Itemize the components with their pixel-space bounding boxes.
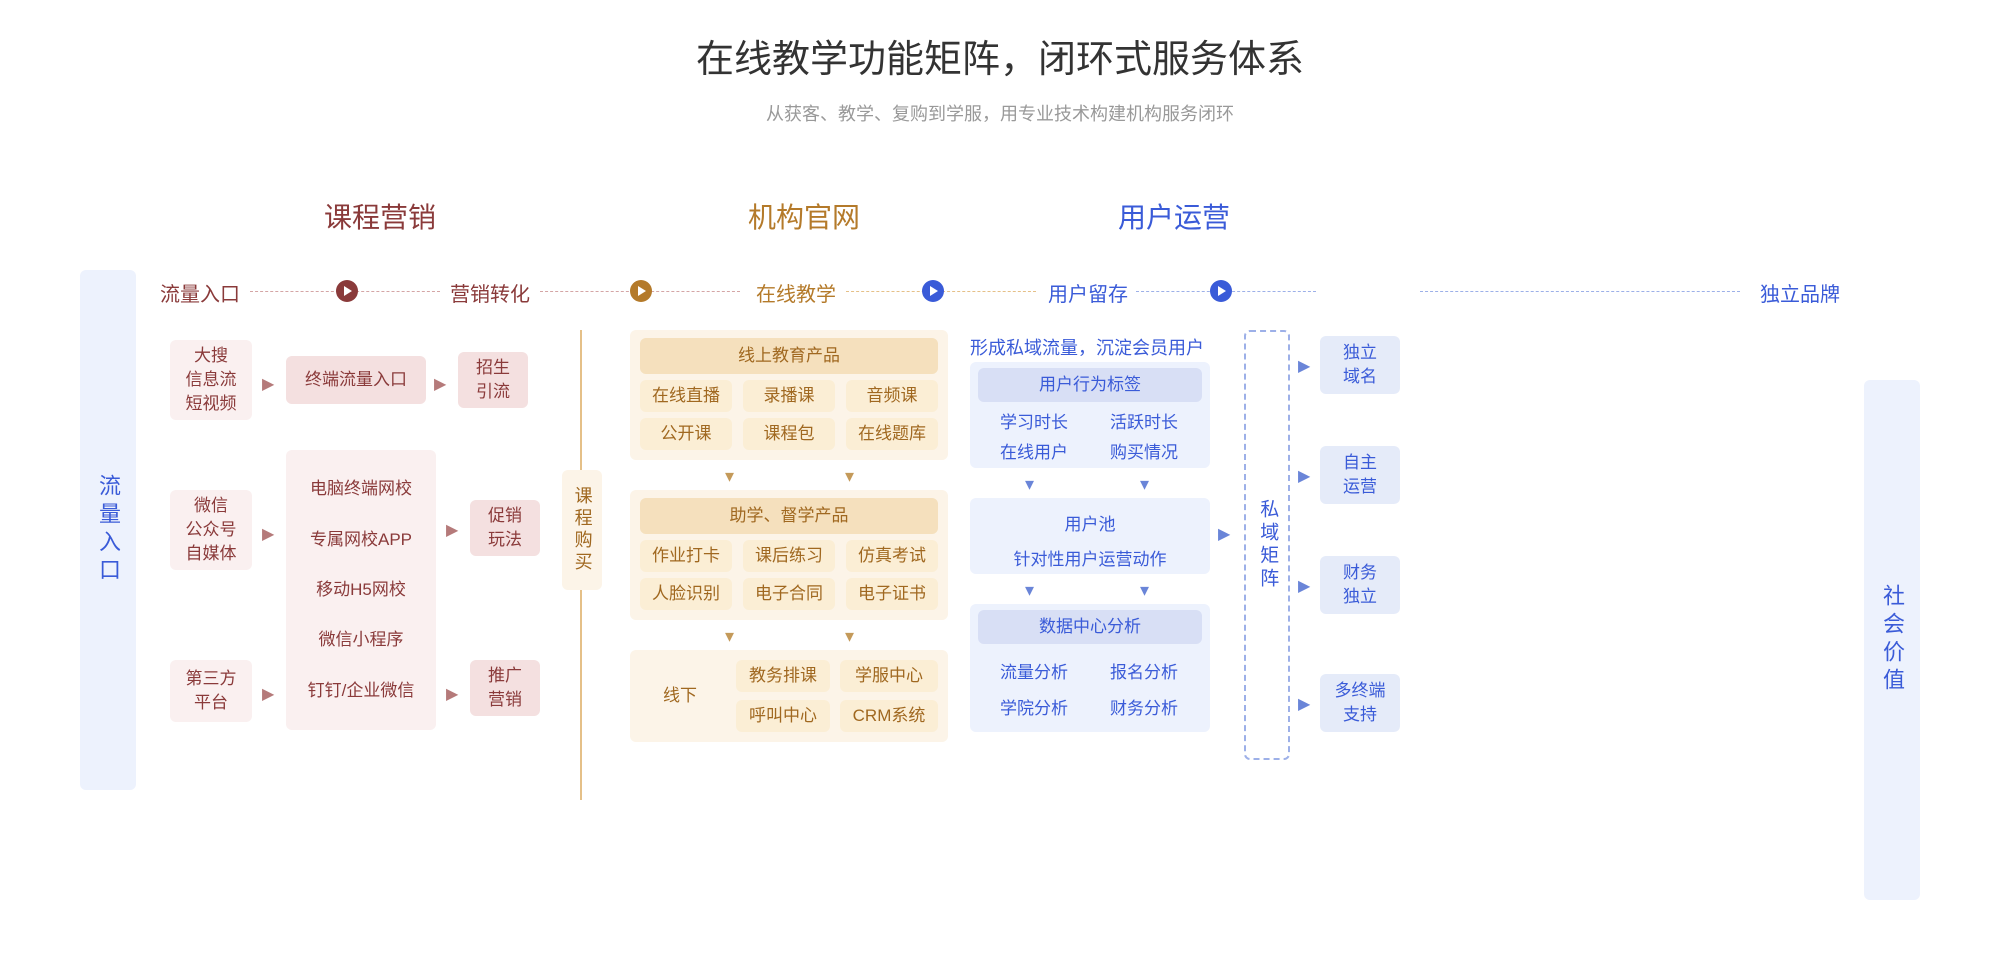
arrow-icon: ▶ [262,374,274,394]
op-c0: 在线直播 [640,380,732,412]
term-3: 微信小程序 [319,628,404,652]
play-icon-3 [922,280,944,302]
page-subtitle: 从获客、教学、复购到学服，用专业技术构建机构服务闭环 [0,100,2000,126]
down-icon: ▾ [1025,580,1034,601]
pool-b: 针对性用户运营动作 [970,545,1210,570]
term-2: 移动H5网校 [316,578,406,602]
section-1: 课程营销 [324,196,436,236]
arrow-icon: ▶ [434,374,446,394]
panel-study-products: 助学、督学产品 作业打卡 课后练习 仿真考试 人脸识别 电子合同 电子证书 [630,490,948,620]
bt-0: 学习时长 [1000,408,1068,433]
panel-user-pool: 用户池 针对性用户运营动作 [970,498,1210,574]
arrow-icon: ▶ [262,524,274,544]
arrow-icon: ▶ [446,684,458,704]
page-title: 在线教学功能矩阵，闭环式服务体系 [0,28,2000,83]
play-icon-4 [1210,280,1232,302]
pillar-left: 流量入口 [80,270,136,790]
op-c1: 录播课 [743,380,835,412]
down-icon: ▾ [1140,580,1149,601]
section-2: 机构官网 [748,196,860,236]
panel-user-tags: 用户行为标签 学习时长 活跃时长 在线用户 购买情况 [970,362,1210,468]
brand-1: 独立 域名 [1320,336,1400,394]
down-icon: ▾ [845,466,854,487]
arrow-icon: ▶ [1298,694,1310,714]
dc-1: 报名分析 [1110,658,1178,683]
src-1: 大搜 信息流 短视频 [170,340,252,420]
op-c4: 课程包 [743,418,835,450]
src-3: 第三方 平台 [170,660,252,722]
purchase-box: 课程购买 [562,470,602,590]
panel-data-center: 数据中心分析 流量分析 报名分析 学院分析 财务分析 [970,604,1210,732]
dc-head: 数据中心分析 [978,610,1202,644]
subhead-4: 用户留存 [1048,278,1128,307]
brand-2: 自主 运营 [1320,446,1400,504]
sp-c4: 电子合同 [743,578,835,610]
arrow-icon: ▶ [1298,356,1310,376]
op-c3: 公开课 [640,418,732,450]
of-c2: 呼叫中心 [736,700,830,732]
section-3: 用户运营 [1118,196,1230,236]
mkt-3: 推广 营销 [470,660,540,716]
term-0: 电脑终端网校 [310,477,412,501]
sp-c3: 人脸识别 [640,578,732,610]
down-icon: ▾ [1025,474,1034,495]
subhead-3: 在线教学 [756,278,836,307]
subhead-1: 流量入口 [160,278,240,307]
panel-online-products: 线上教育产品 在线直播 录播课 音频课 公开课 课程包 在线题库 [630,330,948,460]
dc-0: 流量分析 [1000,658,1068,683]
term-1: 专属网校APP [310,528,412,552]
bt-1: 活跃时长 [1110,408,1178,433]
of-c1: 学服中心 [840,660,938,692]
op-c5: 在线题库 [846,418,938,450]
bt-2: 在线用户 [1000,438,1068,463]
mkt-1: 招生 引流 [458,352,528,408]
arrow-icon: ▶ [1298,576,1310,596]
arrow-icon: ▶ [1218,524,1230,544]
sp-c1: 课后练习 [743,540,835,572]
down-icon: ▾ [725,466,734,487]
arrow-icon: ▶ [1298,466,1310,486]
sp-c0: 作业打卡 [640,540,732,572]
play-icon-1 [336,280,358,302]
src-2: 微信 公众号 自媒体 [170,490,252,570]
brand-4: 多终端 支持 [1320,674,1400,732]
subheader-row: 流量入口 营销转化 在线教学 用户留存 独立品牌 [140,278,1860,308]
dash-5 [1420,291,1740,292]
dc-2: 学院分析 [1000,694,1068,719]
sp-c5: 电子证书 [846,578,938,610]
term-4: 钉钉/企业微信 [308,679,415,703]
pool-a: 用户池 [970,510,1210,535]
mkt-2: 促销 玩法 [470,500,540,556]
bt-head: 用户行为标签 [978,368,1202,402]
subhead-2: 营销转化 [450,278,530,307]
op-head: 线上教育产品 [640,338,938,374]
of-c3: CRM系统 [840,700,938,732]
offline-label: 线下 [640,650,720,742]
of-c0: 教务排课 [736,660,830,692]
play-icon-2 [630,280,652,302]
arrow-icon: ▶ [446,520,458,540]
dc-3: 财务分析 [1110,694,1178,719]
sp-c2: 仿真考试 [846,540,938,572]
terminal-head: 终端流量入口 [286,356,426,404]
brand-3: 财务 独立 [1320,556,1400,614]
terminal-list: 电脑终端网校 专属网校APP 移动H5网校 微信小程序 钉钉/企业微信 [286,450,436,730]
down-icon: ▾ [845,626,854,647]
sp-head: 助学、督学产品 [640,498,938,534]
op-c2: 音频课 [846,380,938,412]
pillar-right: 社会价值 [1864,380,1920,900]
subhead-5: 独立品牌 [1760,278,1840,307]
arrow-icon: ▶ [262,684,274,704]
bt-3: 购买情况 [1110,438,1178,463]
panel-offline: 线下 教务排课 学服中心 呼叫中心 CRM系统 [630,650,948,742]
down-icon: ▾ [1140,474,1149,495]
blue-note: 形成私域流量，沉淀会员用户 [970,334,1204,360]
matrix-box: 私域矩阵 [1244,330,1290,760]
down-icon: ▾ [725,626,734,647]
